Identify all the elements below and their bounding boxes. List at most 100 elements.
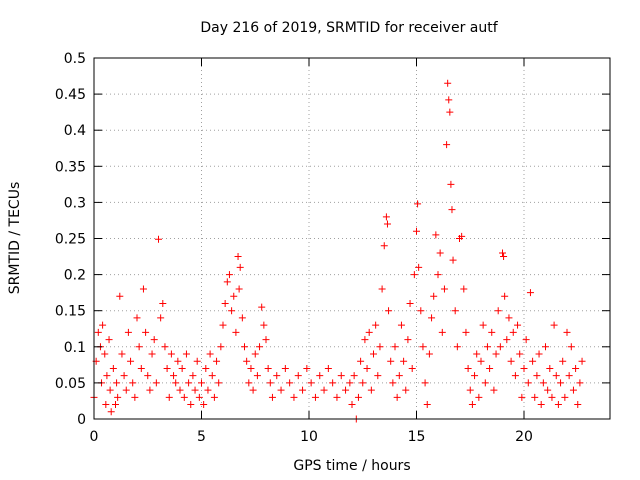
data-point	[249, 386, 257, 394]
chart-title: Day 216 of 2019, SRMTID for receiver aut…	[200, 20, 498, 36]
data-point	[471, 372, 479, 380]
data-point	[286, 379, 294, 387]
data-point	[236, 263, 244, 271]
data-point	[350, 372, 358, 380]
data-point	[112, 401, 119, 409]
data-point	[554, 401, 562, 409]
data-point	[477, 357, 485, 365]
data-point	[440, 285, 448, 293]
data-point	[247, 364, 255, 372]
x-tick-label: 10	[300, 429, 318, 445]
data-point	[114, 393, 122, 401]
x-tick-label: 20	[515, 429, 533, 445]
y-tick-label: 0.1	[64, 340, 86, 356]
data-point	[146, 386, 154, 394]
data-point	[251, 350, 259, 358]
data-point	[303, 364, 311, 372]
data-point	[198, 379, 205, 387]
data-point	[204, 386, 212, 394]
data-point	[155, 235, 162, 243]
data-point	[238, 314, 246, 322]
data-point	[397, 321, 405, 329]
data-point	[116, 292, 124, 300]
x-tick-labels: 0 5 10 15 20	[90, 429, 533, 445]
data-point	[511, 372, 519, 380]
x-tick-label: 0	[90, 429, 99, 445]
data-point	[544, 386, 552, 394]
data-point	[557, 379, 565, 387]
data-point	[329, 379, 337, 387]
data-point	[243, 357, 251, 365]
data-point	[529, 357, 537, 365]
data-point	[542, 343, 549, 351]
y-tick-label: 0.35	[55, 159, 86, 175]
data-point	[445, 96, 453, 104]
data-point	[221, 299, 229, 307]
data-point	[468, 401, 476, 409]
data-points	[90, 79, 586, 423]
data-point	[307, 379, 315, 387]
data-point	[501, 292, 509, 300]
data-point	[178, 364, 186, 372]
data-point	[507, 357, 515, 365]
data-point	[448, 206, 456, 214]
data-point	[434, 271, 442, 279]
data-point	[578, 357, 586, 365]
data-point	[213, 357, 221, 365]
data-point	[161, 343, 169, 351]
data-point	[268, 393, 276, 401]
data-point	[387, 357, 395, 365]
data-point	[337, 372, 345, 380]
data-point	[170, 372, 178, 380]
data-point	[481, 379, 489, 387]
data-point	[572, 364, 580, 372]
data-point	[449, 256, 457, 264]
data-point	[438, 328, 446, 336]
data-point	[548, 393, 556, 401]
data-point	[195, 393, 203, 401]
data-point	[258, 303, 266, 311]
data-point	[516, 350, 524, 358]
data-point	[505, 314, 513, 322]
data-point	[494, 307, 502, 315]
data-point	[241, 343, 248, 351]
data-point	[561, 393, 569, 401]
data-point	[210, 393, 218, 401]
data-point	[281, 364, 289, 372]
data-point	[223, 278, 231, 286]
data-point	[144, 372, 152, 380]
data-point	[99, 321, 107, 329]
data-point	[479, 321, 487, 329]
data-point	[574, 401, 582, 409]
data-point	[417, 307, 425, 315]
y-axis-label: SRMTID / TECUs	[7, 182, 23, 295]
data-point	[324, 364, 332, 372]
data-point	[539, 379, 547, 387]
data-point	[533, 372, 541, 380]
data-point	[167, 350, 175, 358]
data-point	[447, 180, 455, 188]
data-point	[346, 379, 354, 387]
data-point	[400, 357, 408, 365]
data-point	[524, 379, 532, 387]
data-point	[376, 343, 384, 351]
data-point	[235, 285, 243, 293]
data-point	[129, 379, 137, 387]
y-tick-labels: 0 0.05 0.1 0.15 0.2 0.25 0.3 0.35 0.4 0.45 0.5	[55, 51, 86, 428]
data-point	[234, 253, 242, 261]
data-point	[225, 271, 233, 279]
axis-ticks	[93, 57, 610, 420]
data-point	[436, 249, 444, 257]
data-point	[182, 350, 190, 358]
data-point	[256, 343, 264, 351]
data-point	[537, 401, 545, 409]
data-point	[383, 220, 391, 228]
data-point	[137, 364, 145, 372]
data-point	[189, 372, 197, 380]
data-point	[413, 227, 420, 235]
data-point	[535, 350, 543, 358]
data-point	[522, 336, 530, 344]
data-point	[490, 386, 498, 394]
data-point	[565, 372, 573, 380]
data-point	[101, 350, 109, 358]
